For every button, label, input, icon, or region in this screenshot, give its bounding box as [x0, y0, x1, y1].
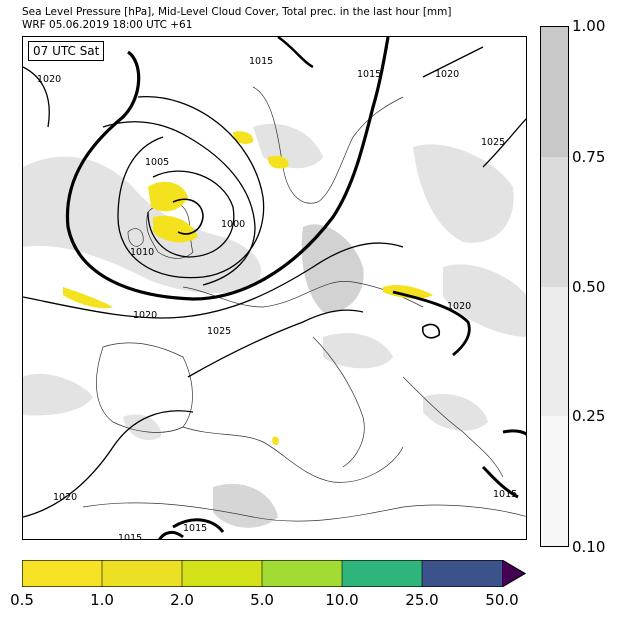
cloud-cbar-tick: 0.25	[572, 407, 606, 425]
isobar-label: 1015	[493, 489, 517, 500]
precip-cbar-tick: 0.5	[10, 591, 34, 609]
isobar-label: 1025	[481, 137, 505, 148]
precip-cbar-tick: 1.0	[90, 591, 114, 609]
cloud-cbar-tick: 1.00	[572, 17, 606, 35]
isobar-labels: 1020 1015 1020 1025 1015 1005 1000 1010 …	[37, 56, 517, 540]
cloud-cbar-segment	[541, 156, 568, 287]
isobar-label: 1020	[435, 69, 459, 80]
isobar-label: 1015	[183, 523, 207, 534]
isobar-label: 1010	[130, 247, 154, 258]
map-title-line-1: Sea Level Pressure [hPa], Mid-Level Clou…	[22, 6, 452, 18]
isobar-label: 1020	[133, 310, 157, 321]
cloud-cbar-segment	[541, 286, 568, 417]
precip-cbar-segment	[102, 560, 182, 587]
precip-cbar-segment	[182, 560, 262, 587]
cloud-cbar-segment	[541, 416, 568, 546]
cloud-cbar-tick: 0.50	[572, 278, 606, 296]
precip-cbar-tick: 10.0	[325, 591, 359, 609]
isobar-label: 1020	[447, 301, 471, 312]
isobar-label: 1005	[145, 157, 169, 168]
cloud-cbar-segment	[541, 27, 568, 157]
precip-cbar-segment	[22, 560, 102, 587]
precip-cbar-tick: 50.0	[485, 591, 519, 609]
valid-time-label: 07 UTC Sat	[28, 41, 105, 61]
isobar-label: 1000	[221, 219, 245, 230]
isobar-label: 1015	[357, 69, 381, 80]
precip-cbar-tick: 5.0	[250, 591, 274, 609]
precip-cbar-segment	[422, 560, 502, 587]
precip-cbar-segment	[342, 560, 422, 587]
precipitation-colorbar	[22, 560, 527, 587]
precip-cbar-tick: 25.0	[405, 591, 439, 609]
isobar-label: 1015	[249, 56, 273, 67]
isobar-label: 1025	[207, 326, 231, 337]
precip-cbar-extend-arrow	[502, 560, 525, 587]
isobar-lines	[23, 37, 526, 539]
map-canvas: 1020 1015 1020 1025 1015 1005 1000 1010 …	[23, 37, 526, 540]
isobar-label: 1020	[53, 492, 77, 503]
weather-map: 1020 1015 1020 1025 1015 1005 1000 1010 …	[22, 36, 527, 540]
precip-cbar-segment	[262, 560, 342, 587]
precip-cbar-tick: 2.0	[170, 591, 194, 609]
cloud-cover-colorbar	[540, 26, 569, 547]
isobar-label: 1020	[37, 74, 61, 85]
map-title-line-2: WRF 05.06.2019 18:00 UTC +61	[22, 19, 193, 31]
coastlines	[82, 86, 526, 522]
isobar-label: 1015	[118, 533, 142, 540]
cloud-cbar-tick: 0.10	[572, 538, 606, 556]
precipitation-patches	[63, 131, 433, 446]
cloud-cbar-tick: 0.75	[572, 148, 606, 166]
